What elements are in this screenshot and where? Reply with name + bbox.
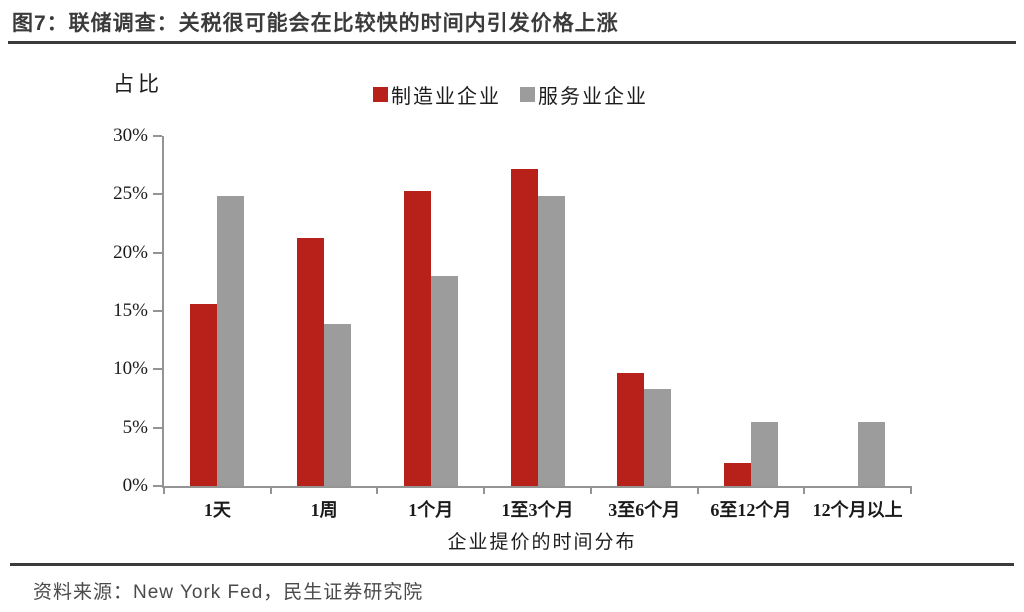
y-tick	[153, 485, 162, 487]
y-tick-label: 5%	[122, 416, 148, 438]
x-tick	[163, 486, 165, 494]
manufacturing-swatch-icon	[373, 87, 388, 102]
y-tick	[153, 193, 162, 196]
x-tick	[483, 486, 486, 494]
bar-services	[750, 421, 778, 486]
bar-services	[324, 323, 352, 486]
bar-manufacturing	[403, 190, 431, 486]
x-tick	[910, 486, 912, 494]
y-tick	[153, 426, 162, 429]
bar-manufacturing	[723, 462, 751, 486]
bar-services	[537, 195, 565, 486]
y-tick-label: 0%	[122, 475, 148, 496]
x-category-label: 1个月	[408, 500, 454, 520]
x-category-label: 1天	[203, 500, 231, 520]
figure-title: 图7：联储调查：关税很可能会在比较快的时间内引发价格上涨	[12, 12, 619, 35]
y-tick-label: 30%	[113, 125, 148, 146]
y-tick	[153, 251, 162, 254]
title-divider	[8, 41, 1016, 44]
bar-services	[644, 389, 672, 486]
legend-item-services: 服务业企业	[520, 80, 648, 109]
x-tick	[803, 486, 806, 494]
y-tick	[153, 310, 162, 312]
y-tick-label: 25%	[113, 183, 148, 205]
legend-item-manufacturing: 制造业企业	[373, 80, 501, 109]
bar-services	[217, 195, 245, 486]
x-category-label: 6至12个月	[710, 500, 792, 520]
bar-manufacturing	[617, 372, 645, 486]
x-tick	[269, 486, 272, 494]
bar-manufacturing	[190, 304, 218, 486]
x-tick	[696, 486, 699, 494]
plot-area: 0% 5% 10% 15% 20% 25% 30% 1天 1周 1个月 1至3个月 3至6个月 6至12…	[113, 125, 912, 520]
x-axis-title: 企业提价的时间分布	[447, 532, 637, 553]
bar-services	[857, 421, 885, 486]
y-axis-title: 占比	[113, 72, 163, 96]
services-swatch-icon	[520, 87, 535, 102]
y-tick-label: 20%	[113, 241, 148, 263]
y-tick	[153, 368, 162, 371]
x-category-label: 1至3个月	[501, 500, 574, 520]
legend: 制造业企业 服务业企业	[373, 80, 648, 109]
bar-manufacturing	[510, 168, 538, 486]
x-category-label: 3至6个月	[608, 500, 681, 520]
x-category-label: 12个月以上	[812, 500, 903, 520]
source-note: 资料来源：New York Fed，民生证券研究院	[33, 582, 424, 603]
y-tick	[153, 135, 162, 137]
legend-label-services: 服务业企业	[538, 86, 648, 108]
y-tick-label: 15%	[113, 300, 148, 321]
x-tick	[376, 486, 379, 494]
x-category-label: 1周	[310, 500, 338, 520]
footer-divider	[10, 563, 1014, 566]
legend-label-manufacturing: 制造业企业	[391, 86, 501, 108]
x-tick	[589, 486, 592, 494]
bar-manufacturing	[297, 237, 325, 486]
bar-services	[430, 276, 458, 486]
y-tick-label: 10%	[113, 358, 148, 380]
